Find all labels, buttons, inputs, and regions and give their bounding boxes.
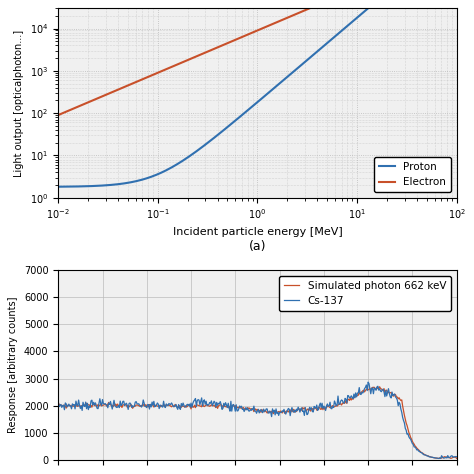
Line: Cs-137: Cs-137 — [58, 382, 456, 458]
Proton — [55, 184, 61, 190]
Proton — [292, 67, 298, 73]
Cs-137 — [272, 412, 278, 418]
Line: Proton: Proton — [58, 0, 456, 187]
Simulated photon 662 keV — [390, 393, 396, 399]
Y-axis label: Response [arbitrary counts]: Response [arbitrary counts] — [9, 297, 18, 433]
Simulated photon 662 keV — [220, 404, 226, 410]
Electron — [245, 32, 250, 37]
Electron — [292, 11, 298, 17]
Cs-137 — [74, 402, 80, 408]
Simulated photon 662 keV — [377, 384, 383, 390]
Cs-137 — [325, 401, 330, 407]
Electron — [271, 21, 277, 27]
Cs-137 — [390, 392, 396, 398]
Electron — [247, 31, 253, 36]
Cs-137 — [454, 454, 459, 460]
Proton — [245, 108, 250, 113]
Simulated photon 662 keV — [55, 403, 61, 409]
Line: Electron: Electron — [58, 0, 456, 115]
Simulated photon 662 keV — [325, 404, 330, 410]
Proton — [247, 106, 253, 111]
Cs-137 — [438, 456, 444, 461]
Simulated photon 662 keV — [272, 408, 278, 414]
Cs-137 — [55, 399, 61, 404]
Electron — [55, 112, 61, 118]
Simulated photon 662 keV — [114, 403, 119, 409]
Simulated photon 662 keV — [454, 456, 459, 461]
Simulated photon 662 keV — [74, 402, 80, 408]
Y-axis label: Light output [opticalphoton...]: Light output [opticalphoton...] — [15, 29, 25, 177]
Cs-137 — [220, 405, 226, 411]
Proton — [271, 85, 277, 91]
Cs-137 — [365, 379, 371, 385]
Legend: Simulated photon 662 keV, Cs-137: Simulated photon 662 keV, Cs-137 — [279, 275, 451, 311]
Simulated photon 662 keV — [436, 456, 442, 461]
Legend: Proton, Electron: Proton, Electron — [374, 157, 451, 192]
Cs-137 — [114, 405, 119, 410]
Title: (a): (a) — [249, 240, 266, 253]
X-axis label: Incident particle energy [MeV]: Incident particle energy [MeV] — [173, 227, 342, 237]
Line: Simulated photon 662 keV: Simulated photon 662 keV — [58, 387, 456, 458]
